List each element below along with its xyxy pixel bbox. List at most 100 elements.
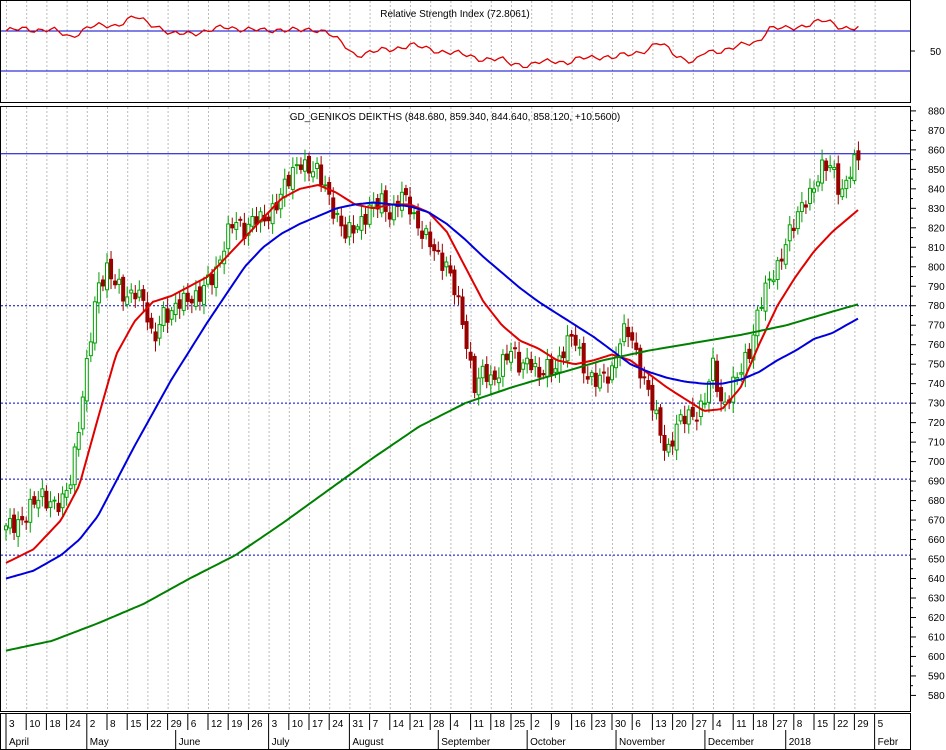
candle-body <box>791 227 796 231</box>
candle-body <box>444 261 449 268</box>
candle-body <box>294 164 299 167</box>
candle-body <box>654 409 659 415</box>
candle-body <box>181 292 186 311</box>
x-axis-day-label: 9 <box>554 719 560 730</box>
candlestick <box>662 424 667 461</box>
candlestick <box>64 482 69 506</box>
candlestick <box>88 332 93 363</box>
candle-body <box>193 290 198 307</box>
candle-body <box>210 273 215 286</box>
candle-body <box>24 520 29 523</box>
candle-body <box>702 402 707 405</box>
price-y-tick-label: 820 <box>928 223 945 234</box>
candle-body <box>355 226 360 230</box>
candle-body <box>715 360 720 392</box>
x-axis-day-label: 7 <box>373 719 379 730</box>
x-axis-day-label: 16 <box>575 719 587 730</box>
candle-body <box>755 309 760 337</box>
rsi-title: Relative Strength Index (72.8061) <box>380 9 530 20</box>
candle-body <box>331 197 336 219</box>
candle-body <box>440 252 445 271</box>
price-y-tick-label: 810 <box>928 243 945 254</box>
x-axis-month-label: June <box>179 737 201 748</box>
candlestick <box>20 506 25 526</box>
price-y-tick-label: 830 <box>928 204 945 215</box>
x-axis-day-label: 22 <box>150 719 162 730</box>
candle-body <box>711 357 715 381</box>
candlestick <box>403 184 408 202</box>
candle-body <box>638 347 643 379</box>
x-axis-day-label: 2 <box>90 719 96 730</box>
candle-body <box>80 396 85 430</box>
moving-averages <box>5 183 859 652</box>
candlestick <box>234 212 239 241</box>
candle-body <box>480 365 485 379</box>
candle-body <box>468 351 473 361</box>
candlestick <box>836 155 841 205</box>
price-y-tick-label: 790 <box>928 282 945 293</box>
candle-body <box>642 376 647 379</box>
price-y-tick-label: 580 <box>928 691 945 702</box>
candle-body <box>92 301 97 344</box>
candle-body <box>169 310 174 320</box>
candle-body <box>270 203 275 225</box>
price-reference-lines <box>1 153 910 556</box>
candle-body <box>771 279 776 283</box>
candle-body <box>64 489 69 498</box>
price-y-tick-label: 660 <box>928 535 945 546</box>
candle-body <box>452 269 457 296</box>
candlestick <box>783 238 788 269</box>
candlestick <box>803 200 808 215</box>
price-y-tick-label: 710 <box>928 438 945 449</box>
x-axis-day-label: 4 <box>716 719 722 730</box>
x-axis-day-label: 8 <box>110 719 116 730</box>
candlestick <box>161 301 166 333</box>
candle-body <box>335 212 340 215</box>
candle-body <box>662 434 667 451</box>
candlestick <box>440 243 445 280</box>
candle-body <box>779 258 784 262</box>
candle-body <box>96 282 101 304</box>
candle-body <box>650 384 655 411</box>
candlestick <box>488 365 493 396</box>
candle-body <box>448 265 453 274</box>
candlestick <box>767 271 772 289</box>
price-y-tick-label: 730 <box>928 399 945 410</box>
candlestick <box>654 399 659 420</box>
candle-body <box>266 216 271 222</box>
candle-body <box>504 353 509 361</box>
candle-body <box>226 223 231 250</box>
candlestick <box>80 390 85 436</box>
candle-body <box>319 164 324 186</box>
candlestick <box>771 269 776 286</box>
candlestick <box>355 223 360 233</box>
candlestick <box>791 218 796 239</box>
x-axis-day-label: 21 <box>413 719 425 730</box>
candlestick <box>828 155 833 173</box>
x-axis-day-label: 27 <box>777 719 789 730</box>
candle-body <box>84 358 89 402</box>
candle-body <box>529 358 534 371</box>
candle-body <box>585 376 590 380</box>
candlestick <box>48 491 53 518</box>
candlestick <box>113 274 118 289</box>
candlestick <box>565 325 570 368</box>
candle-body <box>605 376 610 384</box>
candlestick <box>557 346 562 383</box>
candlestick <box>133 285 138 308</box>
candle-body <box>456 295 461 298</box>
candle-body <box>844 179 849 190</box>
candle-body <box>509 350 513 363</box>
candlestick <box>359 206 364 240</box>
candle-body <box>666 443 671 453</box>
candle-body <box>634 342 639 350</box>
rsi-panel: Relative Strength Index (72.8061) 50 <box>0 0 942 103</box>
candle-body <box>824 160 829 171</box>
candle-body <box>153 331 158 342</box>
candle-body <box>658 407 663 436</box>
candlestick <box>460 288 465 329</box>
candlestick <box>711 347 715 389</box>
candlestick <box>496 367 501 391</box>
candle-body <box>630 332 635 341</box>
x-axis-day-label: 24 <box>332 719 344 730</box>
